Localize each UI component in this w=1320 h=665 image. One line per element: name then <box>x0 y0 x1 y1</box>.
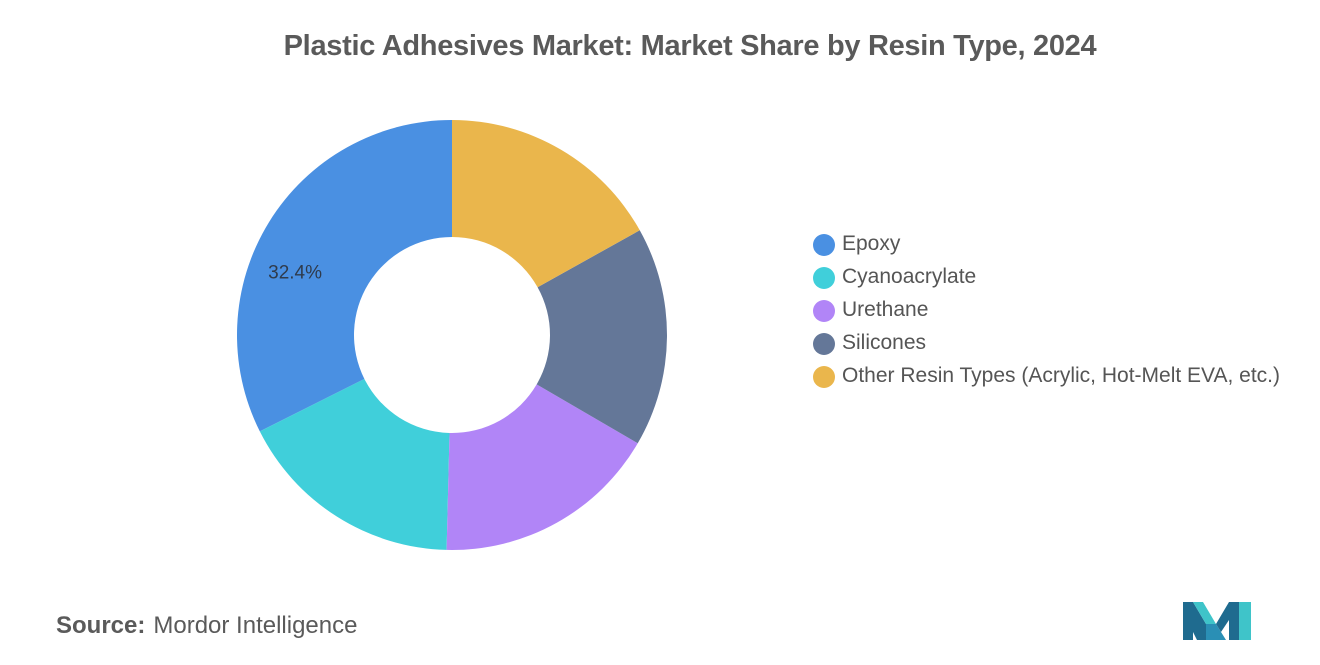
legend-swatch-epoxy <box>813 234 835 256</box>
legend: Epoxy Cyanoacrylate Urethane Silicones O… <box>813 231 1283 396</box>
legend-item-silicones[interactable]: Silicones <box>813 330 1283 356</box>
donut-labels: 32.4% <box>268 263 322 284</box>
slice-epoxy[interactable] <box>236 120 452 432</box>
legend-label-urethane: Urethane <box>842 298 929 321</box>
legend-swatch-silicones <box>813 333 835 355</box>
source-label: Source: <box>56 612 146 639</box>
legend-label-epoxy: Epoxy <box>842 232 901 255</box>
legend-item-urethane[interactable]: Urethane <box>813 297 1283 323</box>
source-note: Source: Mordor Intelligence <box>56 612 357 640</box>
legend-item-epoxy[interactable]: Epoxy <box>813 231 1283 257</box>
data-label-epoxy: 32.4% <box>268 263 322 284</box>
donut-slices <box>236 120 667 551</box>
slice-silicones[interactable] <box>536 230 667 444</box>
source-value: Mordor Intelligence <box>153 612 358 639</box>
legend-label-silicones: Silicones <box>842 331 927 354</box>
legend-label-cyanoacrylate: Cyanoacrylate <box>842 265 977 288</box>
slice-other[interactable] <box>452 120 640 288</box>
legend-label-other-resin-types: Other Resin Types (Acrylic, Hot-Melt EVA… <box>842 364 1281 387</box>
chart-title: Plastic Adhesives Market: Market Share b… <box>283 30 1097 62</box>
slice-cyanoacrylate[interactable] <box>259 378 450 550</box>
slice-urethane[interactable] <box>446 384 638 551</box>
legend-swatch-cyanoacrylate <box>813 267 835 289</box>
legend-item-other-resin-types[interactable]: Other Resin Types (Acrylic, Hot-Melt EVA… <box>813 363 1283 389</box>
legend-swatch-other-resin-types <box>813 366 835 388</box>
legend-item-cyanoacrylate[interactable]: Cyanoacrylate <box>813 264 1283 290</box>
legend-swatch-urethane <box>813 300 835 322</box>
mordor-intelligence-logo-icon <box>1183 602 1251 640</box>
